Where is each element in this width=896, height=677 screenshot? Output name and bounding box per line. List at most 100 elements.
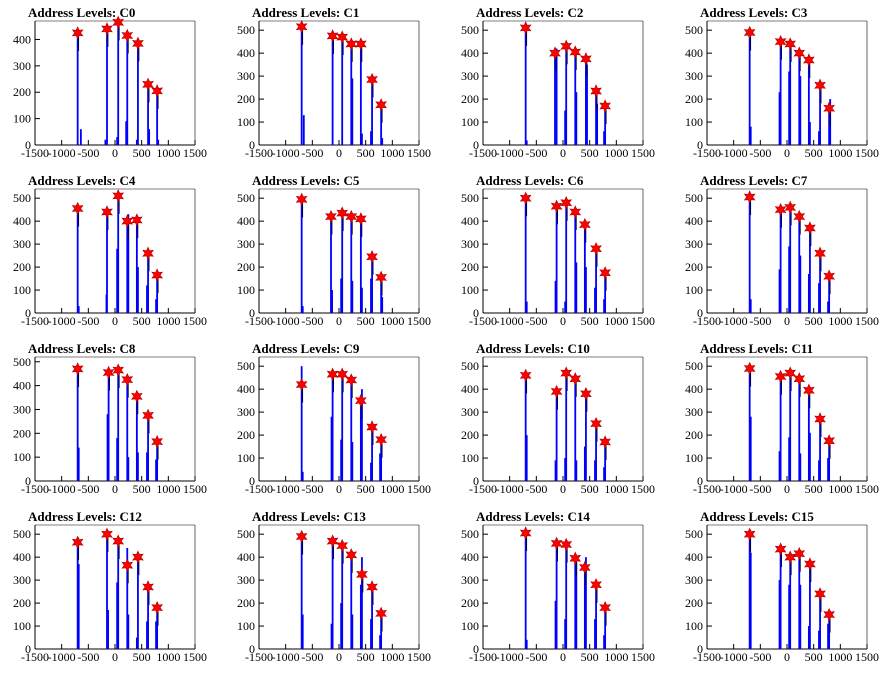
x-tick-label: -500 xyxy=(77,314,99,328)
peak-marker xyxy=(101,527,113,541)
peak-marker xyxy=(345,373,358,387)
peak-marker xyxy=(326,29,339,43)
peak-marker xyxy=(804,221,816,235)
peak-marker xyxy=(326,367,339,381)
histogram-bar xyxy=(789,207,792,313)
histogram-bar xyxy=(350,43,353,145)
peak-marker xyxy=(550,199,563,213)
peak-marker xyxy=(336,30,349,44)
y-tick-label: 400 xyxy=(237,214,255,228)
histogram-bar xyxy=(147,415,149,481)
y-tick-label: 100 xyxy=(685,619,703,633)
histogram-bar xyxy=(79,129,82,145)
histogram-bar xyxy=(157,139,160,145)
histogram-bar xyxy=(331,35,334,145)
histogram-bar xyxy=(351,78,354,145)
histogram-bar xyxy=(379,635,381,649)
histogram-bar xyxy=(779,209,782,313)
peak-marker xyxy=(355,393,367,408)
peak-marker xyxy=(823,269,835,284)
histogram-bar xyxy=(106,211,108,313)
histogram-bar xyxy=(604,607,607,649)
histogram-bar xyxy=(300,366,303,481)
x-tick-label: 500 xyxy=(581,314,599,328)
y-tick-label: 500 xyxy=(237,359,255,373)
peak-marker xyxy=(590,84,602,98)
histogram-bar xyxy=(818,131,820,145)
chart-panel-15: Address Levels: C15 0 100 200 300 400 500 -1500… xyxy=(685,509,879,664)
peak-marker xyxy=(793,372,806,386)
peak-marker xyxy=(121,214,134,228)
y-tick-label: 400 xyxy=(13,379,31,393)
histogram-bar xyxy=(524,375,527,481)
histogram-bar xyxy=(564,619,567,649)
histogram-bar xyxy=(137,43,139,145)
histogram-bar xyxy=(807,390,810,481)
histogram-bar xyxy=(341,374,344,481)
histogram-bar xyxy=(300,26,303,146)
histogram-bar xyxy=(106,28,108,145)
histogram-bar xyxy=(380,277,383,313)
y-tick-label: 0 xyxy=(25,642,31,656)
y-tick-label: 0 xyxy=(25,138,31,152)
peak-marker xyxy=(599,266,611,280)
histogram-bar xyxy=(135,396,138,481)
x-tick-label: -1000 xyxy=(720,482,748,496)
histogram-bar xyxy=(330,416,333,481)
chart-panel-10: Address Levels: C10 0 100 200 300 400 500 -1500… xyxy=(461,341,655,496)
peak-marker xyxy=(803,383,815,398)
y-tick-label: 300 xyxy=(237,69,255,83)
x-tick-label: 1500 xyxy=(407,314,431,328)
peak-marker xyxy=(71,26,84,40)
y-tick-label: 400 xyxy=(461,382,479,396)
y-tick-label: 200 xyxy=(237,596,255,610)
y-tick-label: 500 xyxy=(685,191,703,205)
histogram-bar xyxy=(818,283,820,313)
x-tick-label: -1000 xyxy=(720,146,748,160)
x-tick-label: -500 xyxy=(525,650,547,664)
histogram-bar xyxy=(76,32,79,145)
histogram-bar xyxy=(359,43,362,145)
histogram-bar xyxy=(351,441,354,481)
chart-panel-14: Address Levels: C14 0 100 200 300 400 500 -1500… xyxy=(461,509,655,664)
peak-marker xyxy=(345,37,358,51)
histogram-bar xyxy=(827,301,829,313)
histogram-bar xyxy=(156,441,159,481)
peak-marker xyxy=(336,538,349,553)
histogram-bar xyxy=(807,626,810,649)
y-tick-label: 100 xyxy=(13,283,31,297)
peak-marker xyxy=(599,600,611,615)
chart-panel-13: Address Levels: C13 0 100 200 300 400 500 -1500… xyxy=(237,509,431,664)
peak-marker xyxy=(599,99,611,113)
chart-title: Address Levels: C6 xyxy=(476,173,584,188)
peak-marker xyxy=(151,84,163,98)
histogram-bar xyxy=(117,22,120,145)
chart-title: Address Levels: C1 xyxy=(252,5,359,20)
chart-title: Address Levels: C14 xyxy=(476,509,590,524)
peak-marker xyxy=(151,268,163,282)
histogram-bar xyxy=(350,554,353,649)
histogram-bar xyxy=(603,131,605,145)
histogram-bar xyxy=(748,368,751,481)
peak-marker xyxy=(743,361,756,376)
histogram-bar xyxy=(371,256,373,313)
x-tick-label: 1000 xyxy=(380,314,404,328)
histogram-bar xyxy=(749,552,752,649)
histogram-bar xyxy=(818,460,820,481)
histogram-bar xyxy=(594,460,596,481)
peak-marker xyxy=(71,362,84,376)
chart-title: Address Levels: C10 xyxy=(476,341,590,356)
histogram-bar xyxy=(575,262,578,313)
y-tick-label: 200 xyxy=(13,596,31,610)
x-tick-label: 0 xyxy=(784,146,790,160)
histogram-bar xyxy=(778,269,781,313)
peak-marker xyxy=(784,550,797,564)
x-tick-label: 500 xyxy=(805,314,823,328)
y-tick-label: 300 xyxy=(461,573,479,587)
x-tick-label: 0 xyxy=(784,482,790,496)
chart-title: Address Levels: C12 xyxy=(28,509,142,524)
histogram-bar xyxy=(76,208,79,313)
histogram-bar xyxy=(828,440,831,481)
x-tick-label: 1500 xyxy=(407,650,431,664)
histogram-bar xyxy=(603,299,605,313)
